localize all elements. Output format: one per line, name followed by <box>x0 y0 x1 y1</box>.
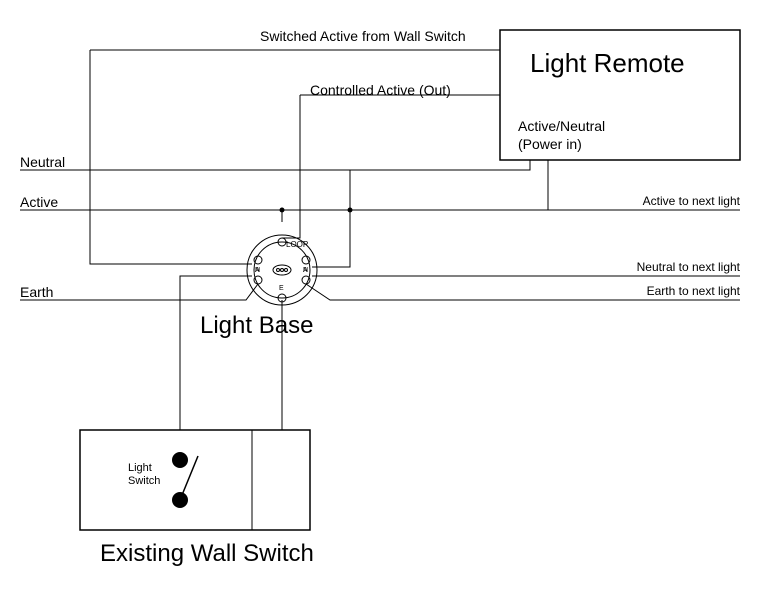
label-switched-active: Switched Active from Wall Switch <box>260 28 466 45</box>
svg-text:E: E <box>279 285 284 292</box>
label-light-base: Light Base <box>200 312 313 341</box>
light-switch-symbol <box>172 452 198 508</box>
label-active: Active <box>20 194 58 211</box>
label-loop: LOOP <box>286 240 308 250</box>
label-earth: Earth <box>20 284 53 301</box>
label-power-in: (Power in) <box>518 136 582 153</box>
label-active-neutral: Active/Neutral <box>518 118 605 135</box>
label-active-to-next: Active to next light <box>643 194 740 208</box>
label-light-remote: Light Remote <box>530 48 685 79</box>
label-neutral-to-next: Neutral to next light <box>637 260 740 274</box>
wall-switch-box <box>80 430 310 530</box>
label-existing-wall-switch: Existing Wall Switch <box>100 540 314 569</box>
label-controlled-active: Controlled Active (Out) <box>310 82 451 99</box>
label-light-switch: Light Switch <box>128 462 160 488</box>
svg-text:N: N <box>255 267 260 274</box>
svg-text:N: N <box>303 267 308 274</box>
label-neutral: Neutral <box>20 154 65 171</box>
label-earth-to-next: Earth to next light <box>647 284 740 298</box>
